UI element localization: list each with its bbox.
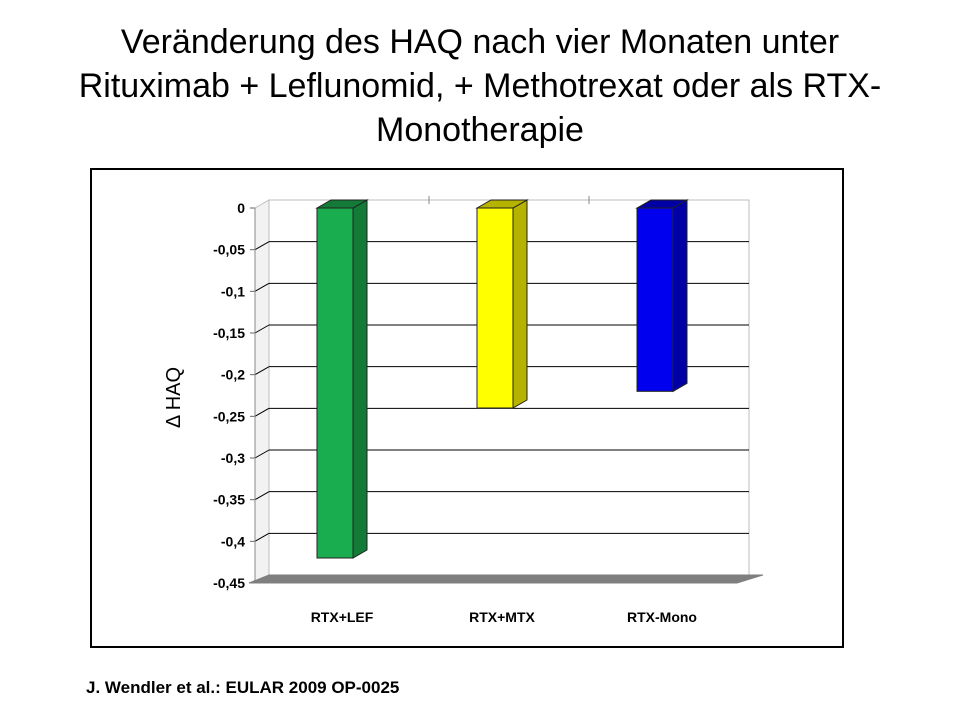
y-tick-label: -0,1 (221, 283, 245, 299)
gridline-side (254, 241, 270, 251)
y-tick-label: -0,05 (213, 242, 245, 258)
y-tick-label: -0,3 (221, 450, 245, 466)
y-tick-label: -0,4 (221, 533, 245, 549)
gridline-side (254, 491, 270, 501)
title-line-3: Monotherapie (376, 111, 584, 149)
bar-side (512, 199, 528, 409)
y-tick-label: 0 (237, 200, 245, 216)
gridline-side (254, 324, 270, 334)
bar-side (352, 199, 368, 559)
gridline-side (254, 407, 270, 417)
gridline-side (254, 532, 270, 542)
gridline-side (254, 449, 270, 459)
y-tick-label: -0,25 (213, 408, 245, 424)
bar (636, 207, 674, 392)
y-tick-label: -0,45 (213, 575, 245, 591)
y-tick-label: -0,2 (221, 367, 245, 383)
bar (476, 207, 514, 409)
gridline-side (254, 282, 270, 292)
y-tick-label: -0,35 (213, 492, 245, 508)
y-tick-label: -0,15 (213, 325, 245, 341)
plot-side-wall (254, 199, 270, 584)
x-category-label: RTX+LEF (311, 609, 374, 625)
plot-floor (248, 574, 764, 584)
gridline-side (254, 366, 270, 376)
bar-side (672, 199, 688, 393)
x-category-label: RTX+MTX (469, 609, 535, 625)
chart-frame: 0 -0,05 -0,1 -0,15 -0,2 -0,25 -0,3 -0,35 -0,4 -0,… (90, 168, 844, 648)
slide-title: Veränderung des HAQ nach vier Monaten un… (40, 20, 920, 152)
title-line-2: Rituximab + Leflunomid, + Methotrexat od… (78, 67, 882, 105)
bar-chart: 0 -0,05 -0,1 -0,15 -0,2 -0,25 -0,3 -0,35 -0,4 -0,… (163, 196, 764, 625)
title-line-1: Veränderung des HAQ nach vier Monaten un… (120, 23, 840, 61)
y-axis-label: Δ HAQ (163, 367, 185, 428)
bar (316, 207, 354, 559)
citation: J. Wendler et al.: EULAR 2009 OP-0025 (86, 678, 400, 697)
x-category-label: RTX-Mono (627, 609, 697, 625)
